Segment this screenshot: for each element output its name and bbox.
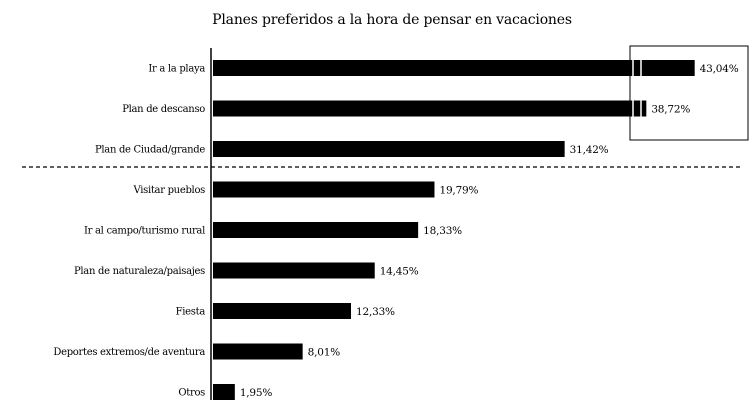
value-label: 12,33% <box>356 306 395 318</box>
value-label: 18,33% <box>423 225 462 237</box>
bar <box>213 343 303 360</box>
bar-row: Plan de Ciudad/grande 31,42% <box>95 141 609 157</box>
bar-row: Plan de descanso 38,72% <box>122 100 691 117</box>
category-label: Plan de Ciudad/grande <box>95 145 205 156</box>
value-label: 14,45% <box>380 266 419 278</box>
bar-row: Otros 1,95% <box>178 384 273 400</box>
highlight-box <box>629 45 749 141</box>
bar <box>213 60 695 76</box>
bar <box>213 384 235 400</box>
bar <box>213 141 565 157</box>
value-label: 38,72% <box>651 104 690 116</box>
category-label: Visitar pueblos <box>132 185 205 196</box>
value-label: 1,95% <box>240 387 273 399</box>
category-label: Ir a la playa <box>148 64 205 75</box>
bar <box>213 181 435 198</box>
category-label: Ir al campo/turismo rural <box>84 226 205 237</box>
value-label: 8,01% <box>308 347 341 359</box>
bar-row: Ir al campo/turismo rural 18,33% <box>84 222 462 238</box>
bars-group: Ir a la playa 43,04% Plan de descanso 38,72… <box>53 60 739 400</box>
bar-row: Plan de naturaleza/paisajes 14,45% <box>74 262 419 279</box>
value-label: 31,42% <box>570 144 609 156</box>
bar-row: Fiesta 12,33% <box>176 303 395 319</box>
category-label: Plan de descanso <box>122 104 205 115</box>
bar-row: Visitar pueblos 19,79% <box>132 181 479 198</box>
category-label: Otros <box>178 388 205 399</box>
value-label: 19,79% <box>439 185 478 197</box>
bar <box>213 262 375 279</box>
category-label: Deportes extremos/de aventura <box>53 347 205 358</box>
bar-row: Deportes extremos/de aventura 8,01% <box>53 343 341 360</box>
bar <box>213 222 419 238</box>
category-label: Plan de naturaleza/paisajes <box>74 266 205 277</box>
bar-row: Ir a la playa 43,04% <box>148 60 739 76</box>
chart-title: Planes preferidos a la hora de pensar en… <box>212 12 572 28</box>
bar <box>213 100 647 117</box>
category-label: Fiesta <box>176 307 206 318</box>
value-label: 43,04% <box>700 63 739 75</box>
bar <box>213 303 351 319</box>
